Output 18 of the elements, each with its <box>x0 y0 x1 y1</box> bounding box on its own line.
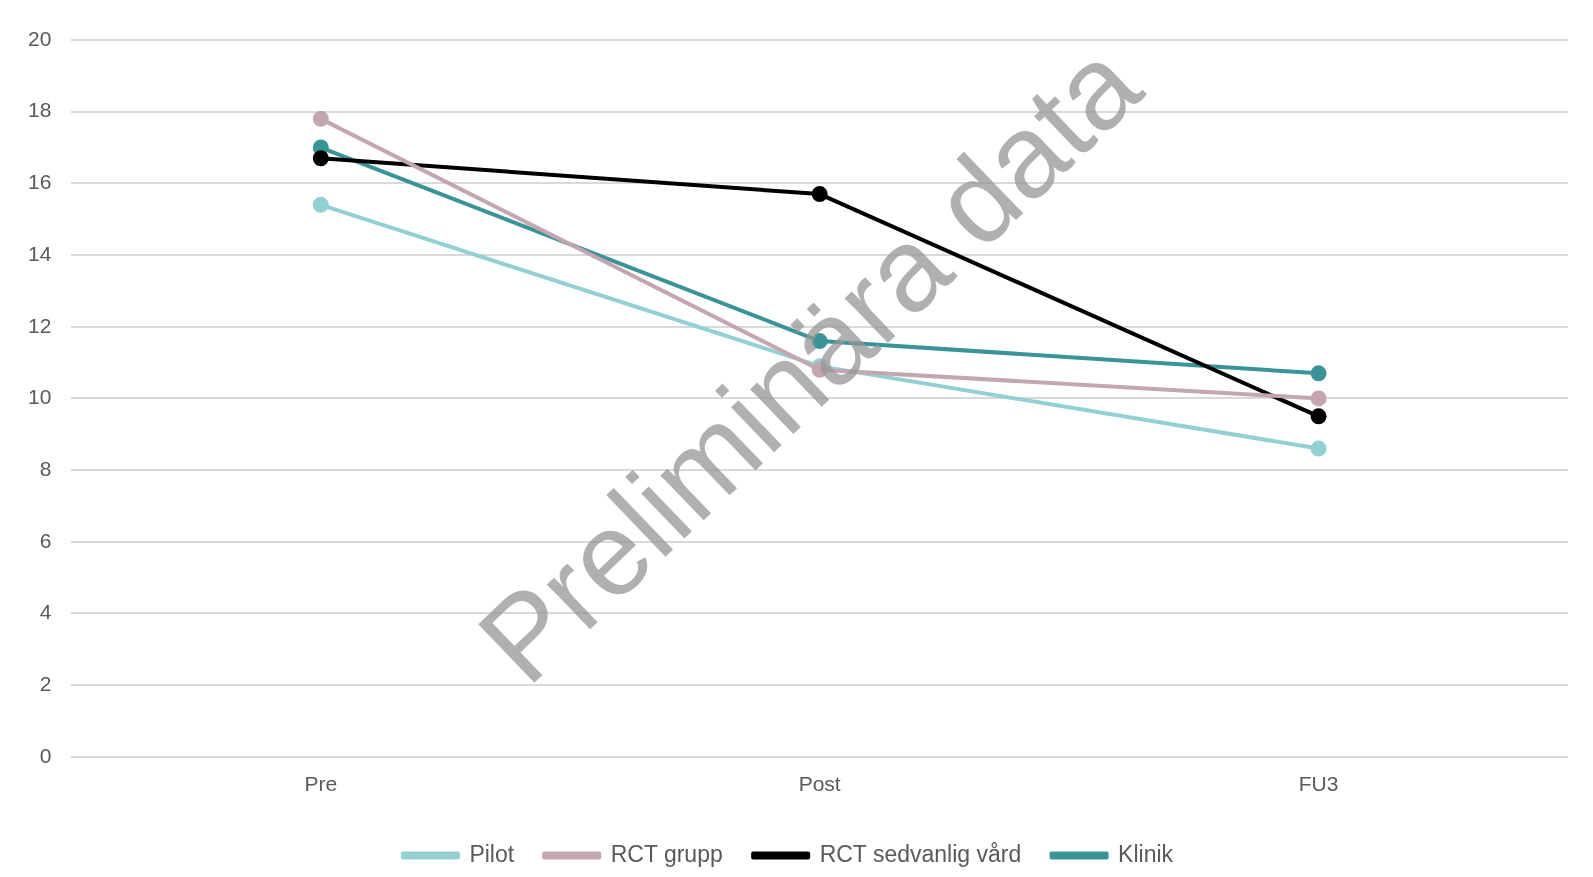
y-tick-label: 18 <box>28 98 52 122</box>
x-tick-label: Post <box>798 772 841 796</box>
x-tick-label: FU3 <box>1298 772 1339 796</box>
y-tick-label: 6 <box>39 528 52 552</box>
legend-label: RCT grupp <box>610 840 723 867</box>
y-tick-label: 14 <box>28 241 52 265</box>
y-tick-label: 8 <box>39 456 52 480</box>
y-tick-label: 10 <box>28 385 52 409</box>
y-tick-label: 0 <box>39 743 52 767</box>
y-tick-label: 16 <box>28 170 52 194</box>
legend-label: Klinik <box>1118 840 1174 867</box>
y-tick-label: 2 <box>39 671 52 695</box>
legend-label: Pilot <box>469 840 515 867</box>
y-tick-label: 12 <box>28 313 52 337</box>
y-tick-label: 4 <box>39 600 52 624</box>
y-tick-label: 20 <box>28 26 52 50</box>
x-tick-label: Pre <box>304 772 338 796</box>
legend-label: RCT sedvanlig vård <box>819 840 1022 867</box>
